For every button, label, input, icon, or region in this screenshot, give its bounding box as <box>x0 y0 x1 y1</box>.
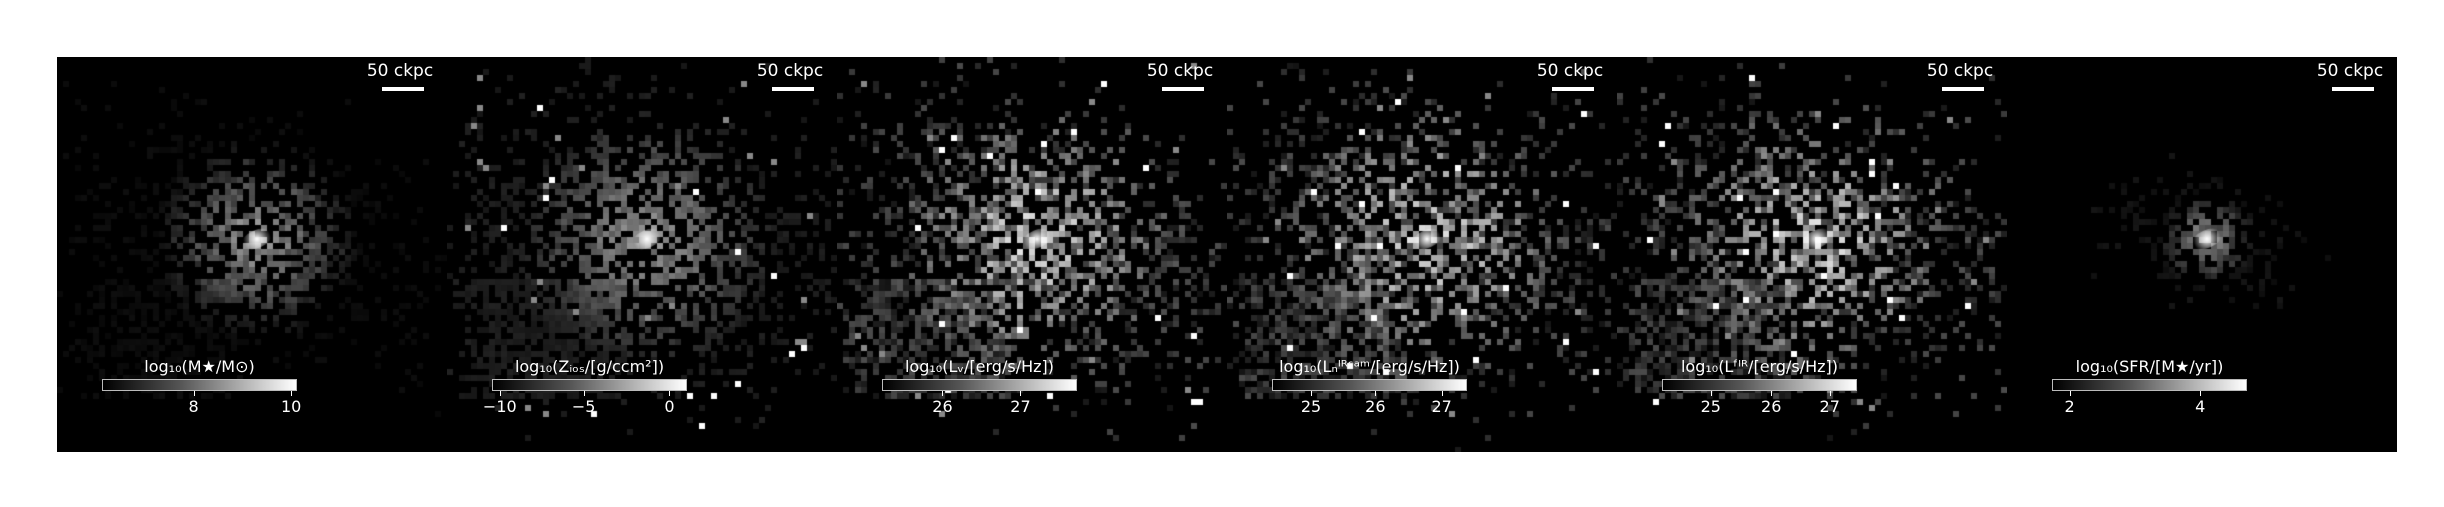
map-panel: 50 ckpc log₁₀(Lᶠᴵᴿ/[erg/s/Hz]) 25 26 27 <box>1617 57 2007 452</box>
colorbar: log₁₀(Lᶠᴵᴿ/[erg/s/Hz]) 25 26 27 <box>1662 357 1857 416</box>
map-panel: 50 ckpc log₁₀(SFR/[M★/yr]) 2 4 <box>2007 57 2397 452</box>
colorbar: log₁₀(SFR/[M★/yr]) 2 4 <box>2052 357 2247 416</box>
scale-label: 50 ckpc <box>1146 61 1214 81</box>
colorbar-tick-label: 4 <box>2195 397 2206 416</box>
scale-label: 50 ckpc <box>1536 61 1604 81</box>
colorbar-gradient <box>102 379 297 391</box>
colorbar-tick <box>193 391 195 396</box>
colorbar-tick-label: −10 <box>482 397 517 416</box>
colorbar-label: log₁₀(Lᶠᴵᴿ/[erg/s/Hz]) <box>1680 357 1839 376</box>
scale-bar <box>2332 87 2374 91</box>
colorbar-gradient <box>492 379 687 391</box>
colorbar-tick-label: −5 <box>571 397 596 416</box>
scale-bar <box>772 87 814 91</box>
colorbar-tick <box>1375 391 1377 396</box>
colorbar: log₁₀(M★/M⊙) 8 10 <box>102 357 301 416</box>
colorbar-tick-label: 2 <box>2064 397 2075 416</box>
colorbar-tick-label: 8 <box>188 397 199 416</box>
scale-label: 50 ckpc <box>1926 61 1994 81</box>
colorbar-tick <box>499 391 501 396</box>
colorbar: log₁₀(Lₙᴵᴿᶜᵃᵐ/[erg/s/Hz]) 25 26 27 <box>1272 357 1467 416</box>
colorbar-tick <box>1771 391 1773 396</box>
scale-label: 50 ckpc <box>2316 61 2384 81</box>
colorbar-label: log₁₀(Zᵢₒₛ/[g/ccm²]) <box>514 357 665 376</box>
colorbar-tick-label: 26 <box>1365 397 1386 416</box>
colorbar-gradient <box>882 379 1077 391</box>
scale-bar <box>1942 87 1984 91</box>
colorbar-tick <box>942 391 944 396</box>
colorbar-tick <box>1020 391 1022 396</box>
colorbar-tick <box>291 391 293 396</box>
colorbar-tick <box>2200 391 2202 396</box>
colorbar-tick <box>669 391 671 396</box>
scale-bar <box>1162 87 1204 91</box>
scale-label: 50 ckpc <box>756 61 824 81</box>
colorbar-gradient <box>1272 379 1467 391</box>
colorbar-tick-label: 26 <box>932 397 953 416</box>
colorbar-gradient <box>2052 379 2247 391</box>
colorbar-tick <box>1441 391 1443 396</box>
colorbar: log₁₀(Zᵢₒₛ/[g/ccm²]) −10 −5 0 <box>483 357 687 416</box>
map-panel: 50 ckpc log₁₀(Lₙᴵᴿᶜᵃᵐ/[erg/s/Hz]) 25 26 27 <box>1227 57 1617 452</box>
colorbar-label: log₁₀(Lᵥ/[erg/s/Hz]) <box>904 357 1054 376</box>
map-panel: 50 ckpc log₁₀(Lᵥ/[erg/s/Hz]) 26 27 <box>837 57 1227 452</box>
colorbar-tick <box>1829 391 1831 396</box>
colorbar-tick-label: 0 <box>664 397 675 416</box>
scale-bar <box>1552 87 1594 91</box>
colorbar-tick-label: 27 <box>1010 397 1031 416</box>
colorbar-tick <box>1710 391 1712 396</box>
colorbar-tick-label: 25 <box>1700 397 1721 416</box>
colorbar-label: log₁₀(M★/M⊙) <box>144 357 255 376</box>
colorbar-label: log₁₀(Lₙᴵᴿᶜᵃᵐ/[erg/s/Hz]) <box>1279 357 1460 376</box>
colorbar-tick <box>1311 391 1312 396</box>
colorbar-tick-label: 27 <box>1819 397 1840 416</box>
map-panel: 50 ckpc log₁₀(M★/M⊙) 8 10 <box>57 57 447 452</box>
scale-bar <box>382 87 424 91</box>
colorbar-tick <box>583 391 585 396</box>
image-strip: 50 ckpc log₁₀(M★/M⊙) 8 10 50 ckpc log₁₀(Zᵢₒₛ/… <box>57 57 2397 452</box>
colorbar-tick <box>2069 391 2071 396</box>
colorbar-tick-label: 10 <box>280 397 302 416</box>
colorbar-tick-label: 25 <box>1300 397 1322 416</box>
scale-label: 50 ckpc <box>366 61 434 81</box>
colorbar-label: log₁₀(SFR/[M★/yr]) <box>2075 357 2224 376</box>
colorbar-tick-label: 26 <box>1761 397 1782 416</box>
map-panel: 50 ckpc log₁₀(Zᵢₒₛ/[g/ccm²]) −10 −5 0 <box>447 57 837 452</box>
colorbar: log₁₀(Lᵥ/[erg/s/Hz]) 26 27 <box>882 357 1077 416</box>
colorbar-gradient <box>1662 379 1857 391</box>
colorbar-tick-label: 27 <box>1431 397 1452 416</box>
